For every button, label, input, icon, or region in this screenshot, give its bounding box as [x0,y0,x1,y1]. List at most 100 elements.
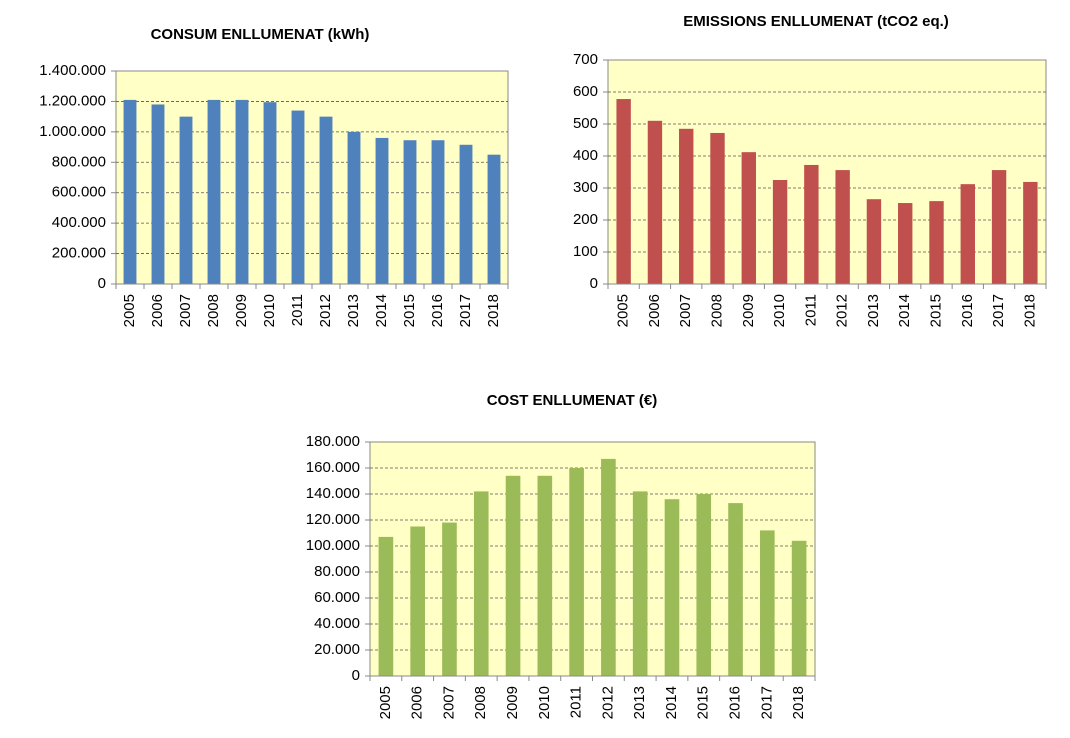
x-tick-label: 2013 [345,294,362,327]
bar [929,201,944,284]
y-tick-label: 600.000 [52,184,106,201]
bar [772,180,788,284]
bar [710,132,725,284]
x-tick-label: 2017 [758,686,775,719]
x-tick-label: 2018 [1021,294,1038,327]
y-tick-label: 1.400.000 [39,62,106,79]
x-tick-label: 2007 [440,686,457,719]
bar [835,170,850,284]
bar [410,526,425,676]
y-tick-label: 100 [573,243,598,260]
bar [760,530,775,676]
x-tick-label: 2017 [990,294,1007,327]
x-tick-label: 2015 [695,686,712,719]
y-tick-label: 160.000 [306,459,360,476]
y-tick-label: 40.000 [314,615,360,632]
bar [960,184,975,284]
bar [235,99,249,285]
y-tick-label: 100.000 [306,537,360,554]
x-tick-label: 2014 [373,294,390,327]
chart-title: COST ENLLUMENAT (€) [487,392,658,409]
bar [291,110,305,284]
y-tick-label: 20.000 [314,641,360,658]
bar [123,99,137,285]
bar [679,128,694,284]
bar [431,140,445,284]
y-tick-label: 0 [98,275,106,292]
bar [207,99,221,285]
x-tick-label: 2005 [615,294,632,327]
y-tick-label: 0 [590,275,598,292]
x-tick-label: 2005 [377,686,394,719]
plot-area [369,441,816,677]
x-tick-label: 2014 [896,294,913,327]
bar [319,116,333,285]
y-tick-label: 80.000 [314,563,360,580]
x-tick-label: 2018 [485,294,502,327]
bar [866,199,882,284]
bar [487,154,501,284]
x-tick-label: 2012 [317,294,334,327]
x-tick-label: 2015 [401,294,418,327]
x-tick-label: 2008 [205,294,222,327]
bar [263,102,277,284]
bar [647,120,663,284]
x-tick-label: 2012 [599,686,616,719]
x-tick-label: 2008 [472,686,489,719]
bar [991,170,1007,284]
bar [1023,181,1038,284]
y-tick-label: 500 [573,115,598,132]
bar [442,522,457,676]
bar [151,104,165,284]
x-tick-label: 2016 [959,294,976,327]
x-tick-label: 2009 [504,686,521,719]
x-tick-label: 2013 [865,294,882,327]
bar [632,491,648,676]
bar [459,144,473,284]
bar [804,164,819,284]
x-tick-label: 2010 [536,686,553,719]
y-tick-label: 300 [573,179,598,196]
y-tick-label: 200.000 [52,245,106,262]
y-tick-label: 400 [573,147,598,164]
bar [601,458,616,676]
x-tick-label: 2010 [261,294,278,327]
x-tick-label: 2009 [740,294,757,327]
x-tick-label: 2017 [457,294,474,327]
x-tick-label: 2006 [646,294,663,327]
y-tick-label: 1.200.000 [39,92,106,109]
x-tick-label: 2014 [663,686,680,719]
y-tick-label: 120.000 [306,511,360,528]
bar [898,203,913,284]
bar [347,131,361,284]
chart-title: CONSUM ENLLUMENAT (kWh) [151,26,370,43]
bar [569,468,584,676]
x-tick-label: 2012 [834,294,851,327]
x-tick-label: 2016 [727,686,744,719]
x-tick-label: 2018 [790,686,807,719]
y-tick-label: 60.000 [314,589,360,606]
bar [664,499,680,676]
x-tick-label: 2011 [802,294,819,326]
bar [791,540,807,676]
y-tick-label: 0 [352,667,360,684]
x-tick-label: 2007 [677,294,694,327]
bar [179,116,193,285]
y-tick-label: 700 [573,51,598,68]
y-tick-label: 400.000 [52,214,106,231]
y-tick-label: 180.000 [306,433,360,450]
bar [473,491,489,676]
x-tick-label: 2007 [177,294,194,327]
y-tick-label: 800.000 [52,153,106,170]
bar [403,140,417,284]
bar [728,503,743,676]
bar [378,536,394,676]
bar [616,99,631,284]
x-tick-label: 2011 [289,294,306,326]
x-tick-label: 2013 [631,686,648,719]
x-tick-label: 2015 [927,294,944,327]
bar [741,152,756,284]
x-tick-label: 2008 [708,294,725,327]
x-tick-label: 2006 [149,294,166,327]
